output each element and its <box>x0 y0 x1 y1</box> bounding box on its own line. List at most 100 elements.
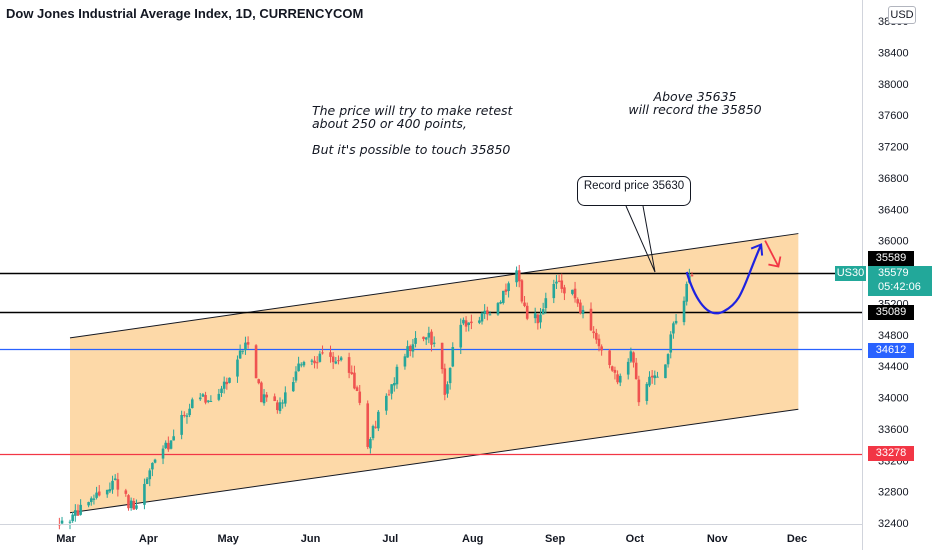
y-tick-label: 36000 <box>878 236 909 248</box>
projection-drawings <box>577 176 782 315</box>
candle-body <box>132 501 136 510</box>
candle-body <box>284 392 287 404</box>
candle-body <box>60 520 64 524</box>
candle-body <box>161 448 165 459</box>
candle-body <box>228 377 231 383</box>
y-tick-label: 38400 <box>878 47 909 59</box>
chart-title: Dow Jones Industrial Average Index, 1D, … <box>6 6 364 21</box>
candle-body <box>520 280 524 302</box>
candle-body <box>414 337 417 344</box>
candle-body <box>656 376 659 378</box>
candle-body <box>347 357 351 373</box>
candle-body <box>395 366 399 385</box>
bar-countdown: 05:42:06 <box>878 281 921 293</box>
candle-body <box>116 479 120 490</box>
last-price: 35579 <box>878 267 909 279</box>
candle-body <box>571 289 574 294</box>
candle-body <box>281 402 284 404</box>
candle-body <box>448 367 452 384</box>
candle-body <box>581 309 585 315</box>
candle-body <box>265 394 269 398</box>
x-tick-label: Nov <box>707 533 729 545</box>
candle-body <box>71 514 74 522</box>
candle-body <box>385 395 388 411</box>
candle-body <box>254 345 258 379</box>
x-tick-label: Jun <box>301 533 321 545</box>
candle-body <box>350 372 354 375</box>
candle-body <box>302 361 306 366</box>
candle-body <box>589 308 593 331</box>
candle-body <box>459 324 463 348</box>
candle-body <box>618 375 622 383</box>
level-tag-35089: 35089 <box>868 305 914 320</box>
candle-body <box>555 281 558 284</box>
candle-body <box>374 426 377 428</box>
currency-selector[interactable]: USD <box>888 6 916 24</box>
note-retest-line-2: about 250 or 400 points, <box>312 116 467 131</box>
candle-body <box>217 393 221 400</box>
candle-body <box>629 351 633 362</box>
candle-body <box>544 298 548 309</box>
candle-body <box>76 510 80 516</box>
candle-body <box>595 332 598 340</box>
candle-body <box>222 381 226 389</box>
candle-body <box>432 342 436 344</box>
candle-body <box>672 323 675 334</box>
candle-body <box>408 345 412 352</box>
candle-body <box>113 478 117 480</box>
candle-body <box>501 290 505 303</box>
candle-body <box>329 352 332 357</box>
candle-body <box>634 362 638 380</box>
candle-body <box>244 342 247 351</box>
candle-body <box>616 374 619 383</box>
candle-body <box>143 483 146 505</box>
candle-body <box>331 356 335 363</box>
candle-body <box>674 320 678 324</box>
channel-fill <box>70 233 799 513</box>
projection-arrowhead <box>750 243 764 256</box>
candle-body <box>276 402 279 411</box>
note-above: Above 35635 will record the 35850 <box>620 90 770 116</box>
candle-body <box>483 310 486 315</box>
candle-body <box>515 270 518 283</box>
candle-body <box>371 426 375 439</box>
candle-body <box>608 350 611 366</box>
price-channel <box>69 233 799 514</box>
candle-body <box>488 314 492 316</box>
y-tick-label: 32800 <box>878 487 909 499</box>
candle-body <box>299 364 303 366</box>
candle-body <box>443 368 447 395</box>
x-tick-label: Apr <box>139 533 159 545</box>
candle-body <box>533 313 537 319</box>
candle-body <box>504 289 508 292</box>
candle-body <box>198 397 202 400</box>
candle-body <box>560 280 564 289</box>
candle-body <box>496 303 500 315</box>
candle-body <box>225 381 229 385</box>
candle-body <box>377 411 380 429</box>
candle-body <box>648 376 651 386</box>
candle-body <box>167 442 170 450</box>
candle-body <box>610 366 614 371</box>
candle-body <box>666 354 670 365</box>
note-above-line-1: Above 35635 <box>653 89 737 104</box>
candle-body <box>637 379 641 403</box>
candle-body <box>89 498 93 503</box>
candle-body <box>257 379 261 384</box>
candlestick-series <box>58 264 694 530</box>
candle-body <box>478 320 481 323</box>
candle-body <box>185 415 189 417</box>
candle-body <box>353 372 356 389</box>
candle-body <box>95 492 98 498</box>
candle-body <box>536 314 540 324</box>
candle-body <box>685 283 688 302</box>
y-tick-label: 36800 <box>878 173 909 185</box>
candle-body <box>246 342 250 345</box>
candle-body <box>201 394 205 397</box>
candle-body <box>204 395 207 403</box>
symbol-tag: US30 <box>835 266 866 281</box>
candle-body <box>190 399 194 409</box>
candle-body <box>145 478 149 485</box>
level-tag-34612: 34612 <box>868 343 914 358</box>
